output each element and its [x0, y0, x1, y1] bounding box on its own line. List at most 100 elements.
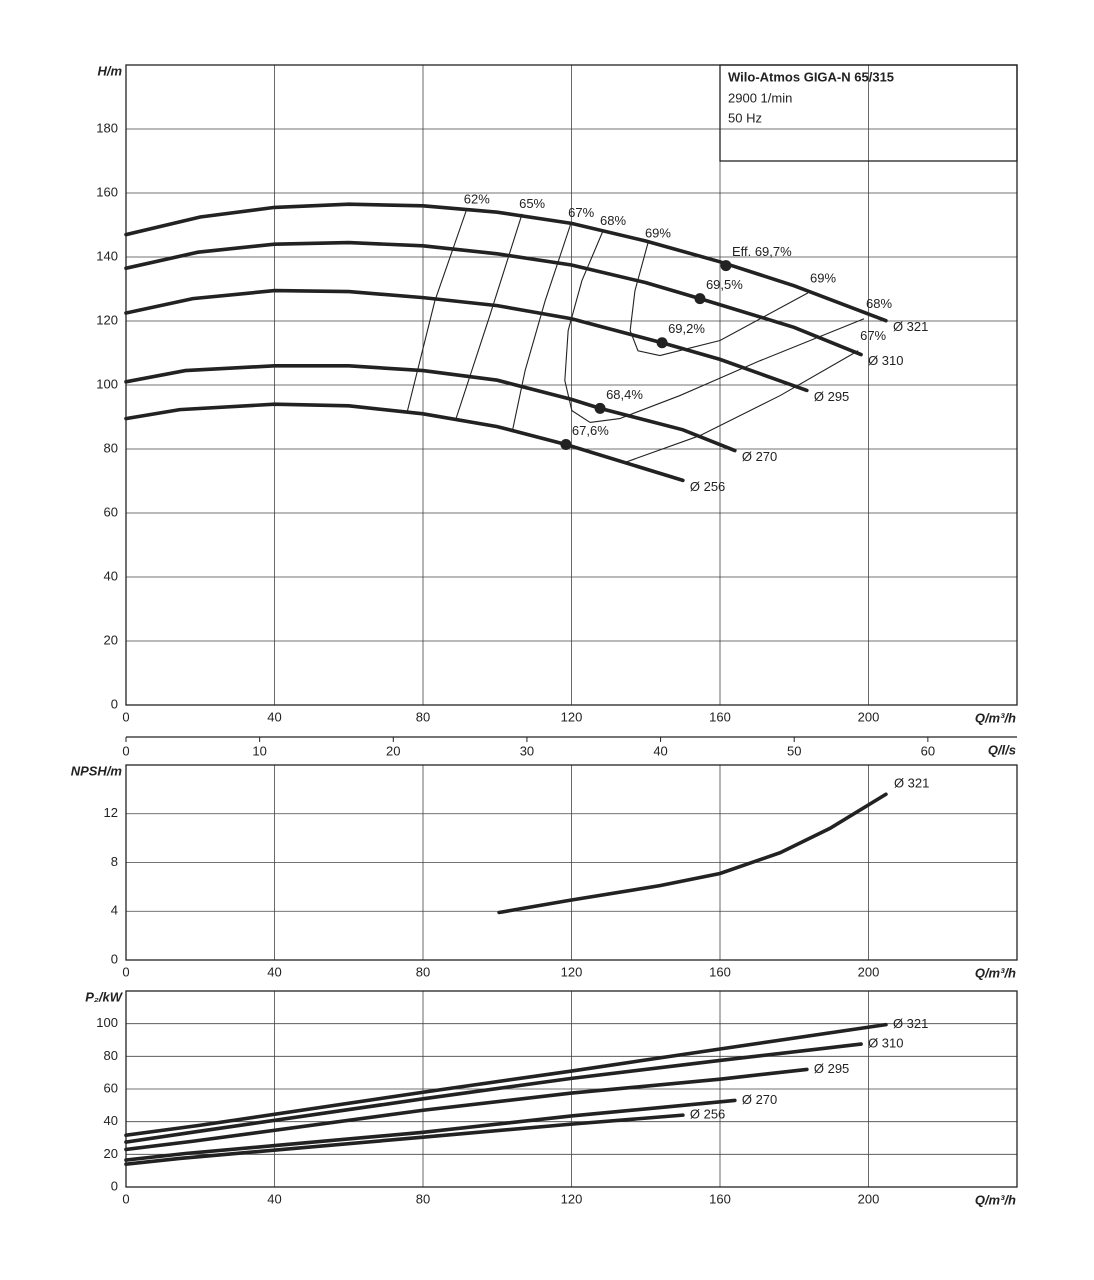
iso-efficiency-label: 67%: [860, 328, 886, 343]
plot-frame: [125, 64, 1018, 706]
x-tick-label: 160: [709, 964, 731, 979]
efficiency-point: [720, 260, 732, 272]
curve: [124, 402, 685, 483]
y-tick-label: 12: [104, 805, 118, 820]
curve-label: Ø 321: [894, 776, 929, 791]
x-tick-label: 40: [267, 964, 281, 979]
x2-tick-label: 0: [122, 743, 129, 758]
iso-efficiency-line: [406, 208, 468, 413]
x2-tick-label: 50: [787, 743, 801, 758]
x-tick-label: 0: [122, 1191, 129, 1206]
y-tick-label: 80: [104, 440, 118, 455]
iso-efficiency-label: 67%: [568, 205, 594, 220]
plot-frame: [125, 990, 1018, 1188]
y-tick-label: 0: [111, 1178, 118, 1193]
x2-tick-label: 30: [520, 743, 534, 758]
x-tick-label: 80: [416, 709, 430, 724]
x-tick-label: 200: [858, 964, 880, 979]
x-tick-label: 40: [267, 1191, 281, 1206]
y-tick-label: 20: [104, 1146, 118, 1161]
x2-tick-label: 40: [653, 743, 667, 758]
curve-label: Ø 310: [868, 1036, 903, 1051]
x-tick-label: 0: [122, 709, 129, 724]
curve: [124, 202, 888, 323]
curve: [124, 1098, 737, 1162]
y-tick-label: 20: [104, 632, 118, 647]
y-tick-label: 80: [104, 1048, 118, 1063]
x-tick-label: 80: [416, 1191, 430, 1206]
x-tick-label: 200: [858, 1191, 880, 1206]
efficiency-label: 67,6%: [572, 423, 609, 438]
curve: [497, 792, 888, 915]
y-tick-label: 0: [111, 951, 118, 966]
subtitle: 2900 1/min: [728, 90, 792, 105]
y-tick-label: 120: [96, 312, 118, 327]
iso-efficiency-line: [624, 350, 859, 463]
chart-title: Wilo-Atmos GIGA-N 65/315: [728, 69, 894, 84]
iso-efficiency-label: 68%: [866, 296, 892, 311]
y-tick-label: 60: [104, 1080, 118, 1095]
y-axis-label: NPSH/m: [71, 763, 123, 778]
y-axis-label: H/m: [97, 63, 122, 78]
title-box: [719, 64, 1018, 162]
y-tick-label: 100: [96, 1015, 118, 1030]
efficiency-point: [656, 337, 668, 349]
y-tick-label: 100: [96, 376, 118, 391]
x2-tick-label: 20: [386, 743, 400, 758]
iso-efficiency-line: [629, 242, 660, 357]
iso-efficiency-label: 69%: [810, 270, 836, 285]
y-tick-label: 160: [96, 184, 118, 199]
y-axis-label: P₂/kW: [85, 989, 123, 1004]
x2-tick-label: 60: [921, 743, 935, 758]
curve: [124, 240, 863, 357]
y-tick-label: 180: [96, 120, 118, 135]
iso-efficiency-line: [511, 222, 572, 433]
curve-label: Ø 270: [742, 449, 777, 464]
x-tick-label: 120: [561, 1191, 583, 1206]
iso-efficiency-label: 68%: [600, 213, 626, 228]
x-axis-label: Q/m³/h: [975, 710, 1016, 725]
efficiency-point: [560, 439, 572, 451]
iso-efficiency-line: [564, 230, 604, 423]
iso-efficiency-label: 62%: [464, 191, 490, 206]
x-tick-label: 160: [709, 709, 731, 724]
curve-label: Ø 321: [893, 1016, 928, 1031]
curve-label: Ø 310: [868, 353, 903, 368]
iso-efficiency-line: [659, 292, 809, 357]
efficiency-point: [694, 293, 706, 305]
y-tick-label: 40: [104, 568, 118, 583]
curve-label: Ø 295: [814, 1061, 849, 1076]
efficiency-label: 69,2%: [668, 321, 705, 336]
y-tick-label: 60: [104, 504, 118, 519]
x-tick-label: 160: [709, 1191, 731, 1206]
y-tick-label: 0: [111, 696, 118, 711]
curve: [124, 1113, 685, 1166]
curve-label: Ø 256: [690, 1107, 725, 1122]
plot-frame: [125, 764, 1018, 961]
iso-efficiency-label: 69%: [645, 225, 671, 240]
curve: [124, 288, 809, 393]
x-tick-label: 120: [561, 709, 583, 724]
curve: [124, 1022, 888, 1138]
iso-efficiency-line: [589, 318, 865, 423]
subtitle: 50 Hz: [728, 110, 762, 125]
x2-axis-label: Q/l/s: [988, 742, 1016, 757]
y-tick-label: 4: [111, 903, 118, 918]
efficiency-label: 69,5%: [706, 277, 743, 292]
x-axis-label: Q/m³/h: [975, 1192, 1016, 1207]
y-tick-label: 140: [96, 248, 118, 263]
x-tick-label: 80: [416, 964, 430, 979]
iso-efficiency-line: [455, 213, 523, 419]
curve: [124, 364, 737, 453]
efficiency-label: Eff. 69,7%: [732, 244, 792, 259]
curve-label: Ø 270: [742, 1092, 777, 1107]
y-tick-label: 8: [111, 854, 118, 869]
curve: [124, 1042, 863, 1144]
x-tick-label: 120: [561, 964, 583, 979]
efficiency-label: 68,4%: [606, 387, 643, 402]
x-tick-label: 0: [122, 964, 129, 979]
y-tick-label: 40: [104, 1113, 118, 1128]
curve: [124, 1067, 809, 1152]
curve-label: Ø 321: [893, 319, 928, 334]
